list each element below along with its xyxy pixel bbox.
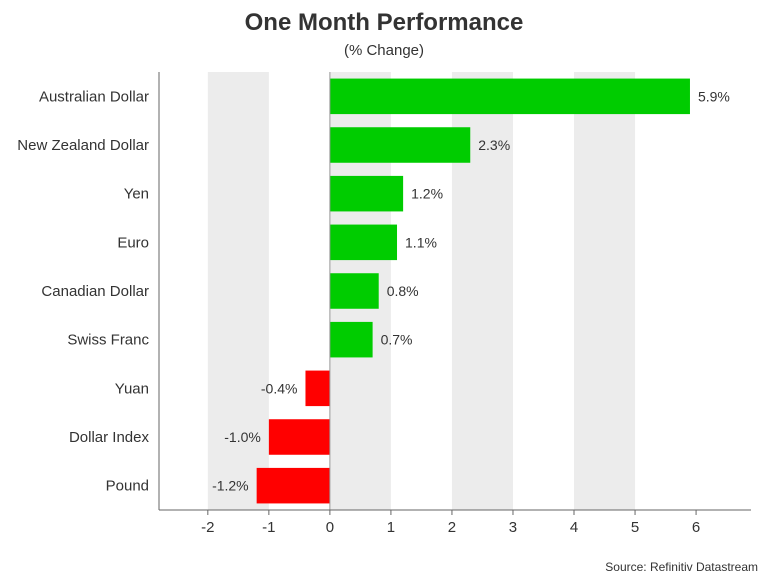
chart-subtitle: (% Change) (344, 42, 424, 59)
data-label: 0.7% (381, 332, 413, 348)
bar (329, 224, 398, 261)
category-label: New Zealand Dollar (17, 137, 149, 154)
category-label: Australian Dollar (39, 88, 149, 105)
bar (329, 78, 690, 115)
bar (256, 467, 330, 504)
chart-title: One Month Performance (245, 9, 524, 36)
x-tick-label: 3 (509, 519, 517, 536)
source-note: Source: Refinitiv Datastream (605, 560, 758, 574)
axes (158, 72, 751, 515)
x-tick-label: -2 (201, 519, 214, 536)
bar (329, 127, 471, 163)
x-tick-label: 6 (692, 519, 700, 536)
x-tick-label: 2 (448, 519, 456, 536)
grid-band (574, 72, 636, 510)
bar (329, 175, 404, 212)
x-tick-label: 0 (326, 519, 334, 536)
data-label: -0.4% (261, 380, 298, 396)
data-label: 1.1% (405, 234, 437, 250)
category-label: Swiss Franc (67, 332, 149, 349)
bar (268, 419, 330, 455)
data-label: 2.3% (478, 137, 510, 153)
bar (305, 370, 330, 407)
x-tick-label: 5 (631, 519, 639, 536)
category-label: Dollar Index (69, 429, 150, 446)
category-label: Euro (117, 234, 149, 251)
data-label: 1.2% (411, 186, 443, 202)
category-label: Yuan (115, 380, 149, 397)
bars (256, 78, 690, 504)
data-label: 0.8% (387, 283, 419, 299)
labels: Australian Dollar 5.9% New Zealand Dollar 2… (17, 88, 730, 536)
category-label: Canadian Dollar (41, 283, 149, 300)
x-tick-label: 1 (387, 519, 395, 536)
x-tick-label: -1 (262, 519, 275, 536)
bar (329, 273, 379, 309)
data-label: -1.0% (224, 429, 261, 445)
data-label: -1.2% (212, 478, 249, 494)
category-label: Pound (106, 478, 149, 495)
grid-band (207, 72, 269, 510)
data-label: 5.9% (698, 88, 730, 104)
x-tick-label: 4 (570, 519, 578, 536)
category-label: Yen (124, 186, 149, 203)
bar (329, 321, 373, 358)
